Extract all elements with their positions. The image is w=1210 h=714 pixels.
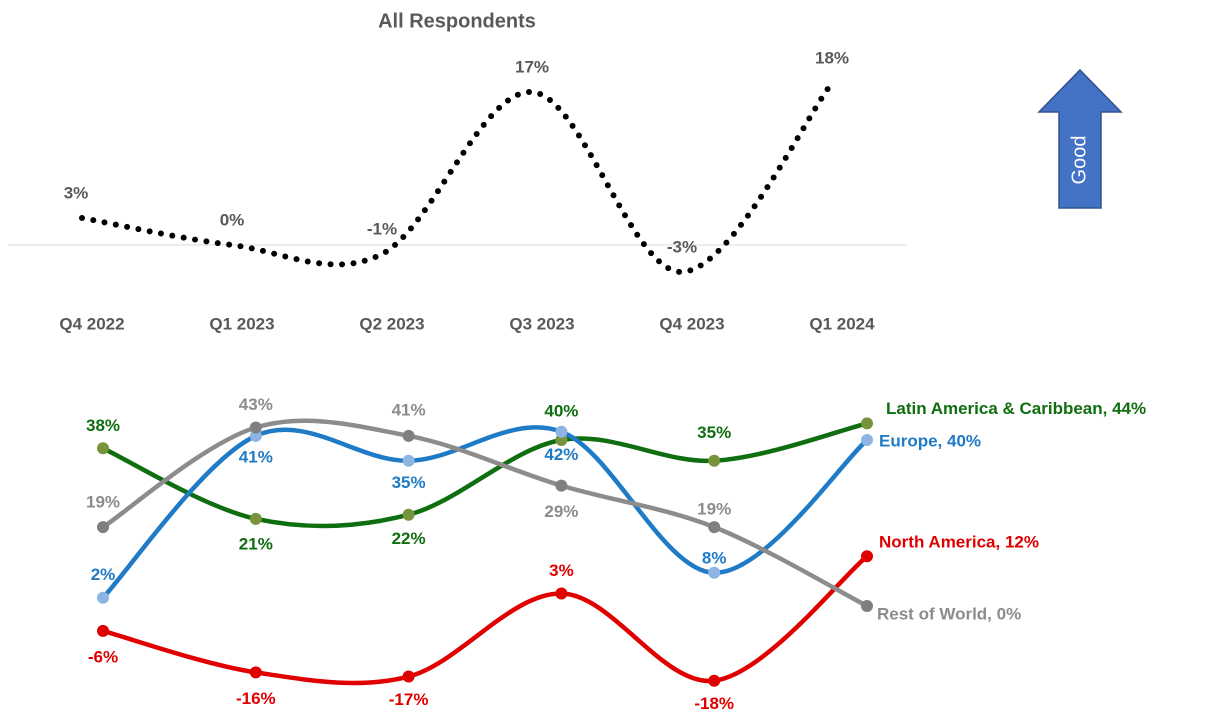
data-label: 41% xyxy=(239,447,273,466)
data-label: 22% xyxy=(392,529,426,548)
data-label: -17% xyxy=(389,690,429,709)
line xyxy=(100,553,870,686)
data-label: 19% xyxy=(697,500,731,519)
marker xyxy=(708,566,721,579)
x-tick-label: Q4 2022 xyxy=(59,314,124,333)
marker xyxy=(555,587,568,600)
data-label: 42% xyxy=(544,445,578,464)
marker xyxy=(402,454,415,467)
marker xyxy=(861,434,873,446)
marker xyxy=(249,421,262,434)
data-label: 3% xyxy=(549,561,574,580)
data-label: -3% xyxy=(667,237,697,256)
marker xyxy=(249,512,262,525)
end-label: Latin America & Caribbean, 44% xyxy=(886,399,1146,418)
data-label: -16% xyxy=(236,689,276,708)
data-label: 35% xyxy=(392,473,426,492)
marker xyxy=(97,442,109,455)
marker xyxy=(555,479,568,492)
marker xyxy=(402,508,415,521)
data-label: 41% xyxy=(392,400,426,419)
marker xyxy=(861,417,873,430)
data-label: 21% xyxy=(239,534,273,553)
line xyxy=(100,418,870,609)
line xyxy=(100,425,870,600)
end-label: Rest of World, 0% xyxy=(877,604,1021,623)
marker xyxy=(402,429,415,442)
marker xyxy=(555,425,568,438)
marker xyxy=(708,521,721,534)
marker xyxy=(249,666,262,679)
data-label: -1% xyxy=(367,219,397,238)
data-label: 19% xyxy=(86,493,120,512)
marker xyxy=(97,591,109,604)
x-tick-label: Q1 2023 xyxy=(209,314,274,333)
data-label: 3% xyxy=(64,183,89,202)
data-label: -18% xyxy=(694,694,734,713)
x-tick-label: Q4 2023 xyxy=(659,314,724,333)
data-label: 43% xyxy=(239,395,273,414)
line xyxy=(100,421,870,529)
marker xyxy=(555,434,568,446)
marker xyxy=(97,624,109,637)
marker xyxy=(402,670,415,683)
data-label: 17% xyxy=(515,57,549,76)
data-label: 18% xyxy=(815,48,849,67)
chart-title: All Respondents xyxy=(378,10,536,32)
end-label: North America, 12% xyxy=(879,533,1039,552)
marker xyxy=(861,600,873,612)
marker xyxy=(708,674,721,687)
x-tick-label: Q2 2023 xyxy=(359,314,424,333)
end-label: Europe, 40% xyxy=(879,431,981,450)
data-label: 0% xyxy=(220,210,245,229)
data-label: 38% xyxy=(86,416,120,435)
data-label: 35% xyxy=(697,423,731,442)
x-tick-label: Q3 2023 xyxy=(509,314,574,333)
data-label: 29% xyxy=(544,502,578,521)
data-label: -6% xyxy=(88,647,118,666)
data-label: 8% xyxy=(702,548,727,567)
marker xyxy=(249,429,262,442)
data-label: 40% xyxy=(544,401,578,420)
annotation: Good xyxy=(1068,136,1090,185)
line xyxy=(79,80,835,276)
x-tick-label: Q1 2024 xyxy=(809,314,875,333)
good-arrow xyxy=(1037,68,1123,209)
data-label: 2% xyxy=(91,565,116,584)
marker xyxy=(861,550,873,563)
marker xyxy=(708,454,721,467)
marker xyxy=(97,521,109,534)
